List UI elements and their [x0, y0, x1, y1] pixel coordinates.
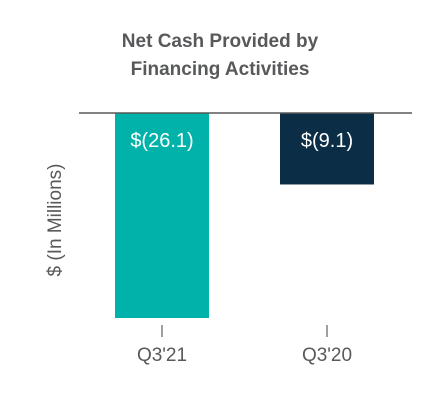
x-tick-label-1: Q3'20: [302, 345, 352, 366]
y-axis-label: $ (In Millions): [45, 164, 66, 277]
data-label-1: $(9.1): [301, 130, 353, 152]
bar-0: [115, 113, 209, 318]
bars-group: $(26.1) $(9.1): [115, 113, 374, 318]
bar-1: [280, 113, 374, 185]
data-label-0: $(26.1): [130, 130, 193, 152]
chart-title-line-1: Net Cash Provided by: [122, 31, 319, 52]
x-tick-label-0: Q3'21: [137, 345, 187, 366]
x-axis: Q3'21 Q3'20: [137, 325, 352, 366]
chart-title-line-2: Financing Activities: [131, 59, 310, 80]
